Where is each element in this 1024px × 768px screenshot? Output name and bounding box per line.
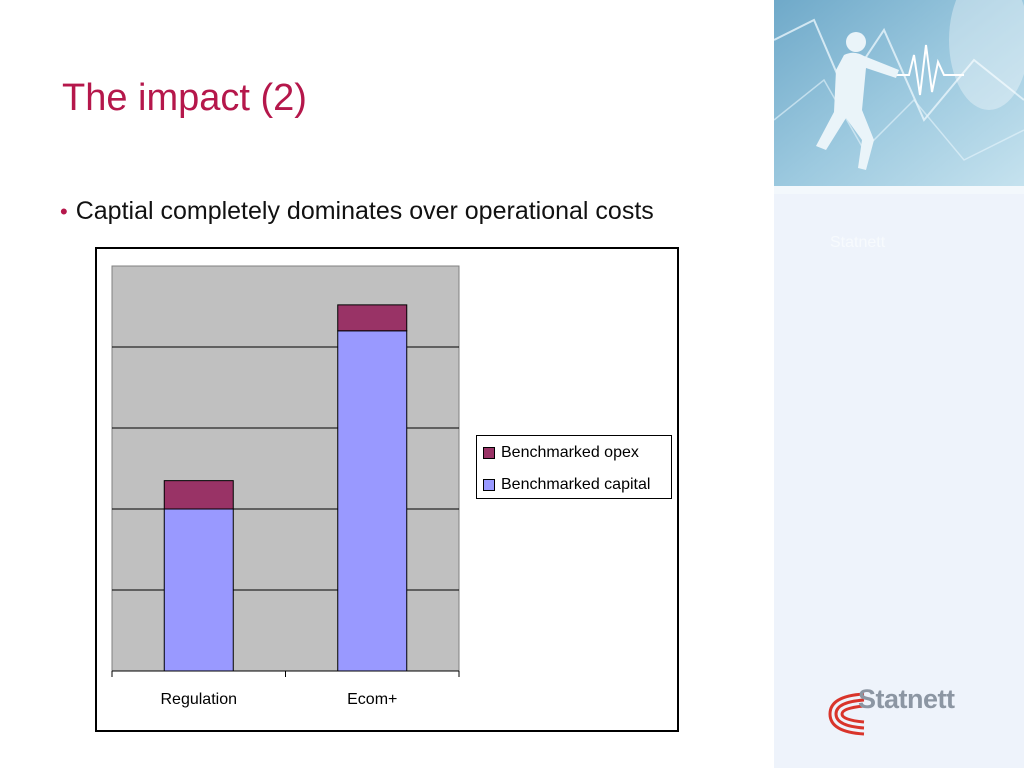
bar-capital-ecom-plus bbox=[337, 330, 408, 672]
x-tick-label-ecom-plus: Ecom+ bbox=[347, 691, 397, 708]
x-tick-label-regulation: Regulation bbox=[161, 691, 238, 708]
legend-item-opex: Benchmarked opex bbox=[483, 444, 639, 462]
legend-swatch-capital bbox=[483, 479, 495, 491]
bar-capital-regulation bbox=[163, 508, 234, 672]
bullet-dot-icon: • bbox=[60, 199, 68, 224]
statnett-logo: Statnett bbox=[826, 684, 966, 740]
legend-swatch-opex bbox=[483, 447, 495, 459]
legend-label-opex: Benchmarked opex bbox=[501, 444, 639, 461]
chart-legend: Benchmarked opex Benchmarked capital bbox=[476, 435, 672, 499]
logo-wordmark: Statnett bbox=[858, 684, 955, 714]
legend-item-capital: Benchmarked capital bbox=[483, 476, 650, 494]
logo-swoosh-icon bbox=[828, 692, 865, 736]
right-decorative-panel: Statnett Statnett bbox=[774, 0, 1024, 768]
bullet-item: • Captial completely dominates over opera… bbox=[60, 196, 654, 226]
bar-opex-ecom-plus bbox=[337, 304, 408, 332]
bar-opex-regulation bbox=[163, 480, 234, 510]
runner-hero-image bbox=[774, 0, 1024, 194]
stacked-bar-chart: Regulation Ecom+ bbox=[111, 265, 460, 708]
legend-label-capital: Benchmarked capital bbox=[501, 476, 651, 493]
slide-title: The impact (2) bbox=[62, 77, 307, 119]
chart-frame: Regulation Ecom+ Benchmarked opex Benchma… bbox=[95, 247, 679, 732]
bullet-text: Captial completely dominates over operat… bbox=[75, 197, 654, 225]
panel-brand-text: Statnett bbox=[830, 234, 886, 251]
